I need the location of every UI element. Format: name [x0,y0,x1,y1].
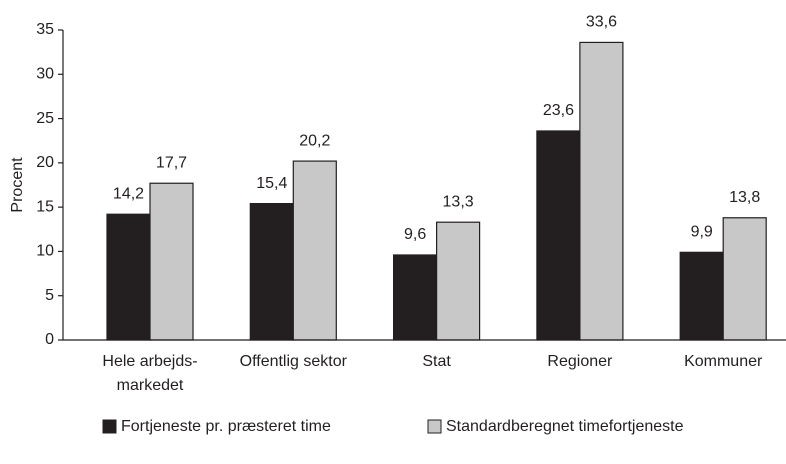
x-tick-label: Regioner [547,353,613,370]
y-tick-label: 30 [36,66,54,83]
value-label: 13,8 [729,189,760,206]
value-label: 14,2 [113,185,144,202]
x-tick-label: Offentlig sektor [240,353,348,370]
y-tick-label: 20 [36,154,54,171]
y-tick-label: 25 [36,110,54,127]
y-tick-label: 15 [36,198,54,215]
value-label: 9,9 [691,224,713,241]
bar [106,213,151,341]
value-label: 17,7 [156,154,187,171]
legend-label: Standardberegnet timefortjeneste [446,418,684,435]
bar [393,254,438,341]
x-tick-label: Stat [422,353,451,370]
legend-swatch [427,419,442,434]
y-tick-label: 35 [36,21,54,38]
y-tick-label: 5 [45,287,54,304]
bar [249,203,294,341]
bar [149,182,194,341]
legend-swatch [102,419,117,434]
value-label: 33,6 [586,14,617,31]
legend-label: Fortjeneste pr. præsteret time [121,418,331,435]
y-axis-label: Procent [9,157,26,213]
bar [436,221,481,341]
bar [579,41,624,341]
value-label: 23,6 [543,102,574,119]
bar [292,160,337,341]
y-tick-label: 10 [36,243,54,260]
bar [536,130,581,341]
x-tick-label: Kommuner [684,353,763,370]
x-tick-label: Hele arbejds-markedet [102,353,197,394]
value-label: 20,2 [299,132,330,149]
value-label: 15,4 [256,175,287,192]
value-label: 13,3 [443,193,474,210]
bar [679,251,724,341]
y-tick-label: 0 [45,331,54,348]
bar [722,217,767,341]
value-label: 9,6 [404,226,426,243]
